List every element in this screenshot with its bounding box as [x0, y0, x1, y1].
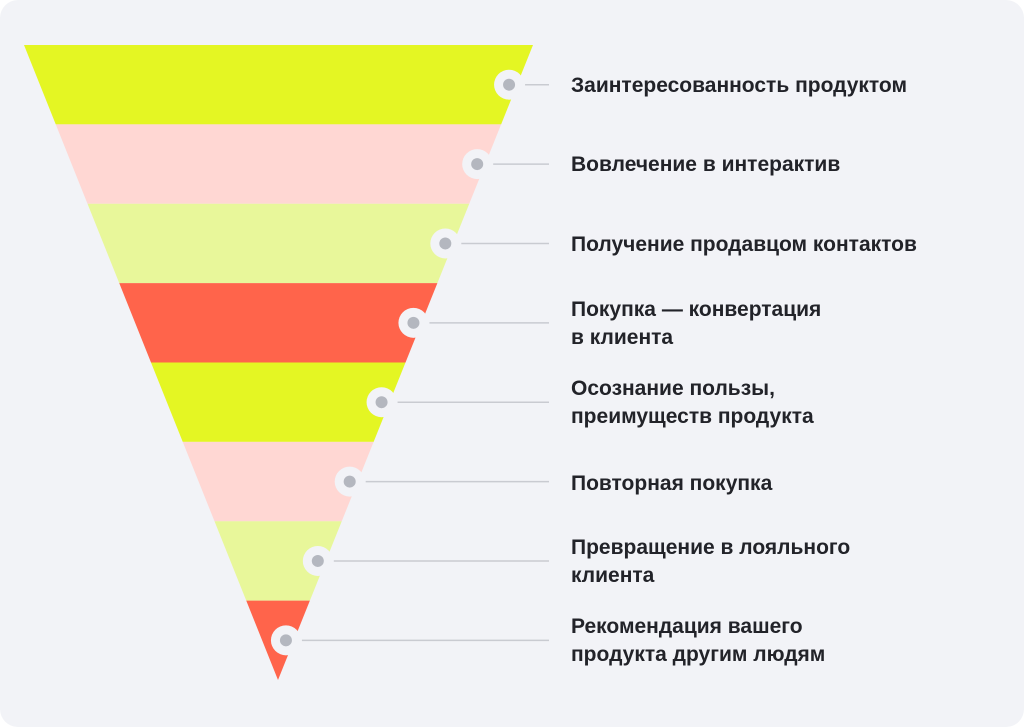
stage-label-7: Превращение в лояльного клиента — [571, 536, 851, 587]
connector-dot-8 — [279, 634, 292, 647]
connector-dot-7 — [311, 554, 324, 567]
funnel-band-3 — [87, 203, 470, 284]
connector-dot-1 — [503, 78, 516, 91]
stage-label-1: Заинтересованность продуктом — [571, 74, 907, 97]
funnel-band-1 — [24, 45, 533, 125]
funnel-band-5 — [151, 362, 406, 442]
funnel-band-4 — [119, 283, 438, 363]
connector-dot-5 — [375, 396, 388, 409]
connector-dot-4 — [407, 316, 420, 329]
stage-label-5: Осознание пользы, преимуществ продукта — [571, 377, 814, 428]
stage-label-3: Получение продавцом контактов — [571, 233, 917, 256]
stage-label-8: Рекомендация вашего продукта другим людя… — [571, 615, 826, 666]
stage-label-2: Вовлечение в интерактив — [571, 153, 841, 176]
funnel-band-6 — [182, 441, 374, 522]
funnel-band-7 — [214, 521, 342, 601]
stage-label-4: Покупка — конвертация в клиента — [571, 298, 822, 349]
stage-label-6: Повторная покупка — [571, 472, 773, 495]
connector-dot-3 — [439, 237, 452, 250]
connector-dot-6 — [343, 475, 356, 488]
funnel-band-2 — [55, 124, 502, 204]
connector-dot-2 — [471, 158, 484, 171]
